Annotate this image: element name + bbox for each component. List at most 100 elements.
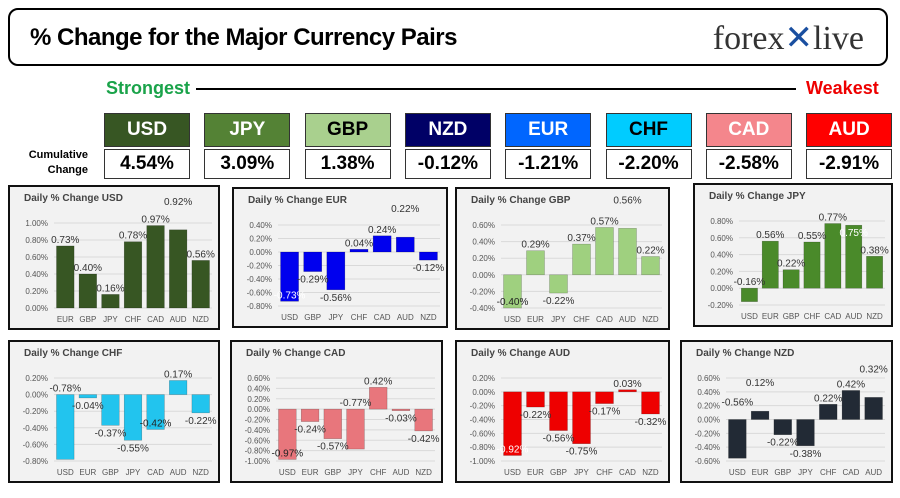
x-tick-label: USD bbox=[741, 312, 758, 321]
data-label: 0.73% bbox=[51, 235, 79, 246]
x-tick-label: CHF bbox=[125, 315, 142, 324]
bar-aud bbox=[618, 228, 637, 276]
x-tick-label: AUD bbox=[170, 315, 187, 324]
x-tick-label: CHF bbox=[596, 468, 613, 477]
x-tick-label: JPY bbox=[329, 313, 344, 322]
data-label: -0.97% bbox=[272, 448, 304, 459]
data-label: -0.22% bbox=[185, 416, 217, 427]
chart-title: Daily % Change EUR bbox=[248, 195, 347, 206]
y-tick-label: 0.60% bbox=[710, 234, 733, 243]
x-tick-label: CHF bbox=[573, 315, 590, 324]
x-tick-label: JPY bbox=[348, 468, 363, 477]
y-tick-label: 0.40% bbox=[710, 251, 733, 260]
y-tick-label: 0.00% bbox=[710, 284, 733, 293]
y-tick-label: -0.80% bbox=[470, 443, 495, 452]
y-tick-label: -0.60% bbox=[470, 429, 495, 438]
x-tick-label: CHF bbox=[820, 468, 837, 477]
bar-usd bbox=[741, 287, 758, 302]
bar-usd bbox=[56, 394, 75, 460]
bar-nzd bbox=[641, 391, 660, 415]
x-tick-label: JPY bbox=[126, 468, 141, 477]
currency-name: CHF bbox=[605, 113, 692, 147]
y-tick-label: 0.40% bbox=[472, 238, 495, 247]
bar-nzd bbox=[866, 256, 883, 289]
currency-tile-cad: CAD -2.58% bbox=[705, 113, 792, 179]
currency-tile-gbp: GBP 1.38% bbox=[304, 113, 391, 179]
bar-eur bbox=[526, 250, 545, 276]
strength-divider bbox=[196, 88, 796, 90]
bar-chf bbox=[819, 404, 838, 420]
cumulative-change-label: Cumulative Change bbox=[28, 149, 88, 176]
chart-title: Daily % Change USD bbox=[24, 193, 123, 204]
bar-aud bbox=[169, 380, 188, 395]
bar-usd bbox=[278, 408, 297, 460]
data-label: -0.22% bbox=[767, 438, 799, 449]
data-label: 0.22% bbox=[636, 246, 664, 257]
cumulative-value: -2.20% bbox=[605, 149, 692, 179]
y-tick-label: -0.20% bbox=[247, 262, 272, 271]
y-tick-label: -0.40% bbox=[245, 426, 270, 435]
bar-gbp bbox=[773, 419, 792, 435]
x-tick-label: JPY bbox=[798, 468, 813, 477]
currency-tile-chf: CHF -2.20% bbox=[605, 113, 692, 179]
y-tick-label: 0.20% bbox=[472, 374, 495, 383]
data-label: -0.24% bbox=[294, 425, 326, 436]
y-tick-label: -0.40% bbox=[470, 304, 495, 313]
data-label: -0.16% bbox=[734, 277, 766, 288]
data-label: -0.78% bbox=[49, 384, 81, 395]
x-tick-label: CAD bbox=[147, 468, 164, 477]
x-tick-label: CHF bbox=[351, 313, 368, 322]
bar-aud bbox=[396, 236, 415, 253]
data-label: 0.16% bbox=[96, 283, 124, 294]
data-label: -0.56% bbox=[722, 398, 754, 409]
bar-nzd bbox=[414, 408, 433, 432]
bar-nzd bbox=[419, 251, 438, 261]
data-label: -0.92% bbox=[497, 444, 529, 455]
chart-title: Daily % Change CHF bbox=[24, 348, 123, 359]
y-tick-label: -0.40% bbox=[247, 275, 272, 284]
y-tick-label: 0.20% bbox=[25, 287, 48, 296]
currency-name: CAD bbox=[705, 113, 792, 147]
data-label: 0.29% bbox=[521, 240, 549, 251]
data-label: -0.22% bbox=[520, 410, 552, 421]
y-tick-label: -0.60% bbox=[23, 440, 48, 449]
bar-gbp bbox=[549, 391, 568, 431]
data-label: 0.78% bbox=[119, 231, 147, 242]
y-tick-label: -0.80% bbox=[23, 457, 48, 466]
y-tick-label: -0.20% bbox=[470, 402, 495, 411]
data-label: 0.22% bbox=[391, 204, 419, 215]
x-tick-label: CAD bbox=[842, 468, 859, 477]
x-tick-label: JPY bbox=[574, 468, 589, 477]
y-tick-label: -0.20% bbox=[245, 416, 270, 425]
data-label: -0.42% bbox=[140, 418, 172, 429]
data-label: 0.75% bbox=[840, 228, 868, 239]
data-label: 0.97% bbox=[141, 215, 169, 226]
y-tick-label: -0.20% bbox=[695, 429, 720, 438]
y-tick-label: -0.40% bbox=[695, 443, 720, 452]
data-label: 0.12% bbox=[746, 378, 774, 389]
y-tick-label: -0.20% bbox=[708, 301, 733, 310]
currency-tile-nzd: NZD -0.12% bbox=[404, 113, 491, 179]
bar-usd bbox=[503, 391, 522, 456]
bar-jpy bbox=[123, 394, 143, 441]
data-label: 0.55% bbox=[798, 231, 826, 242]
title-box: % Change for the Major Currency Pairs fo… bbox=[8, 8, 888, 66]
x-tick-label: EUR bbox=[762, 312, 779, 321]
y-tick-label: -0.60% bbox=[695, 457, 720, 466]
x-tick-label: CAD bbox=[374, 313, 391, 322]
bar-jpy bbox=[346, 408, 365, 450]
x-tick-label: CAD bbox=[596, 315, 613, 324]
bar-eur bbox=[56, 245, 75, 309]
data-label: -0.32% bbox=[635, 417, 667, 428]
bar-chf bbox=[803, 241, 821, 289]
x-tick-label: EUR bbox=[79, 468, 96, 477]
x-tick-label: GBP bbox=[774, 468, 791, 477]
y-tick-label: 0.60% bbox=[247, 374, 270, 383]
chart-title: Daily % Change GBP bbox=[471, 195, 571, 206]
x-tick-label: AUD bbox=[845, 312, 862, 321]
y-tick-label: 0.40% bbox=[697, 388, 720, 397]
data-label: 0.22% bbox=[814, 393, 842, 404]
x-tick-label: AUD bbox=[619, 315, 636, 324]
x-tick-label: EUR bbox=[527, 315, 544, 324]
bar-chf bbox=[349, 249, 369, 253]
